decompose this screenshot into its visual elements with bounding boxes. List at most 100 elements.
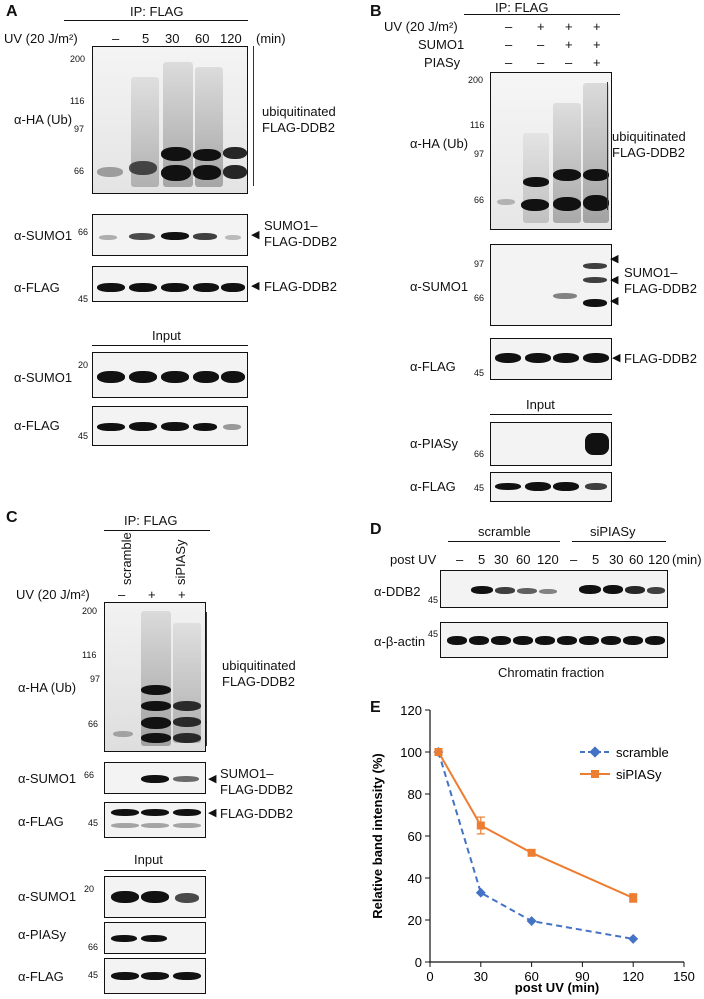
- ab-flag-b: α-FLAG: [410, 359, 456, 374]
- blot-a-flag: [92, 266, 248, 302]
- marker-a-45: 45: [78, 294, 89, 304]
- group1-d: scramble: [478, 524, 531, 539]
- blot-c-sumo: [104, 762, 206, 794]
- caption-d: Chromatin fraction: [498, 665, 605, 680]
- series-line-sipiasy: [437, 751, 634, 899]
- x-tick-label-2: 60: [524, 969, 538, 984]
- y-tick-label-3: 60: [408, 829, 422, 844]
- uv-label-c: UV (20 J/m²): [16, 587, 90, 602]
- blot-a-input-flag: [92, 406, 248, 446]
- blot-b-input-flag: [490, 472, 612, 502]
- panel-letter-e: E: [370, 699, 381, 716]
- ab-input-sumo-c: α-SUMO1: [18, 889, 77, 904]
- marker-b-45b: 45: [474, 483, 485, 493]
- series-group: [433, 747, 639, 944]
- lane-a-4: 60: [195, 31, 210, 46]
- arrow-b-1: ◀: [610, 253, 619, 265]
- marker-b-66c: 66: [474, 449, 485, 459]
- uv-label-b: UV (20 J/m²): [384, 19, 458, 34]
- marker-d-45a: 45: [428, 595, 439, 605]
- y-tick-label-4: 80: [408, 787, 422, 802]
- ab-ha-a: α-HA (Ub): [14, 112, 73, 127]
- ubiq-bracket-b: [607, 82, 608, 210]
- y-tick-label-1: 20: [408, 913, 422, 928]
- input-bracket-b: [490, 414, 612, 416]
- marker-c-66: 66: [88, 719, 99, 729]
- uv-c-3: +: [178, 587, 186, 602]
- col-sipiasy-c: siPIASy: [173, 539, 188, 585]
- sumo-ddb2-b1: SUMO1–: [624, 265, 678, 280]
- marker-c-200: 200: [82, 606, 98, 616]
- blot-d-ddb2: [440, 570, 668, 608]
- sumo-b-3: +: [565, 37, 573, 52]
- ubiq-label-b2: FLAG-DDB2: [612, 145, 685, 160]
- point-scramble-3: [628, 933, 639, 944]
- x-tick-label-5: 150: [673, 969, 695, 984]
- y-tick-label-6: 120: [400, 703, 422, 718]
- x-tick-label-0: 0: [426, 969, 433, 984]
- marker-b-66b: 66: [474, 293, 485, 303]
- input-label-a: Input: [152, 328, 181, 343]
- uv-c-1: –: [118, 587, 126, 602]
- lane-a-1: –: [112, 31, 120, 46]
- ip-flag-label-c: IP: FLAG: [124, 513, 178, 528]
- group1-bracket-d: [448, 541, 560, 543]
- sumo-b-2: –: [537, 37, 545, 52]
- input-bracket-c: [104, 870, 206, 872]
- ab-actin-d: α-β-actin: [374, 634, 426, 649]
- marker-c-97: 97: [90, 674, 101, 684]
- lane-d-6: –: [570, 552, 578, 567]
- marker-b-116: 116: [470, 120, 485, 130]
- marker-a-45b: 45: [78, 431, 89, 441]
- ip-bracket-a: [64, 20, 248, 22]
- ab-sumo-c: α-SUMO1: [18, 771, 77, 786]
- min-label-d: (min): [672, 552, 702, 567]
- arrow-c-flag: ◀: [208, 807, 217, 819]
- point-sipiasy-0: [434, 748, 443, 756]
- blot-a-input-sumo: [92, 352, 248, 398]
- lane-a-3: 30: [165, 31, 180, 46]
- ab-sumo-a: α-SUMO1: [14, 228, 73, 243]
- arrow-b-3: ◀: [610, 295, 619, 307]
- ab-piasy-b: α-PIASy: [410, 436, 458, 451]
- series-line-scramble: [437, 751, 634, 940]
- pias-b-1: –: [505, 55, 513, 70]
- group2-d: siPIASy: [590, 524, 636, 539]
- blot-c-input-piasy: [104, 922, 206, 954]
- arrow-b-flag: ◀: [612, 352, 621, 364]
- uv-c-2: +: [148, 587, 156, 602]
- marker-b-97: 97: [474, 149, 485, 159]
- marker-a-66b: 66: [78, 227, 89, 237]
- blot-b-flag: [490, 338, 612, 380]
- point-sipiasy-1: [476, 821, 485, 830]
- ab-ddb2-d: α-DDB2: [374, 584, 421, 599]
- sumo-b-1: –: [505, 37, 513, 52]
- legend-marker-sipiasy: [591, 770, 599, 778]
- marker-c-20: 20: [84, 884, 95, 894]
- uv-b-3: +: [565, 19, 573, 34]
- flag-ddb2-a: FLAG-DDB2: [264, 279, 337, 294]
- marker-a-66: 66: [74, 166, 85, 176]
- x-tick-label-1: 30: [474, 969, 488, 984]
- blot-b-input-piasy: [490, 422, 612, 466]
- marker-a-116: 116: [70, 96, 85, 106]
- lane-d-3: 30: [494, 552, 509, 567]
- blot-b-ha: [490, 72, 612, 230]
- blot-b-sumo: [490, 244, 612, 326]
- blot-c-input-flag: [104, 958, 206, 994]
- ab-flag-c: α-FLAG: [18, 814, 64, 829]
- point-sipiasy-2: [527, 848, 536, 857]
- point-scramble-2: [526, 916, 537, 926]
- ip-flag-label-a: IP: FLAG: [130, 4, 184, 19]
- pias-b-2: –: [537, 55, 545, 70]
- post-uv-d: post UV: [390, 552, 437, 567]
- blot-c-flag: [104, 802, 206, 838]
- arrow-a-sumo: ◀: [251, 229, 260, 241]
- marker-b-200: 200: [468, 75, 484, 85]
- panel-letter-d: D: [370, 521, 382, 538]
- marker-c-116: 116: [82, 650, 97, 660]
- flag-ddb2-b: FLAG-DDB2: [624, 351, 697, 366]
- marker-b-97b: 97: [474, 259, 485, 269]
- input-label-c: Input: [134, 852, 163, 867]
- lane-d-10: 120: [648, 552, 670, 567]
